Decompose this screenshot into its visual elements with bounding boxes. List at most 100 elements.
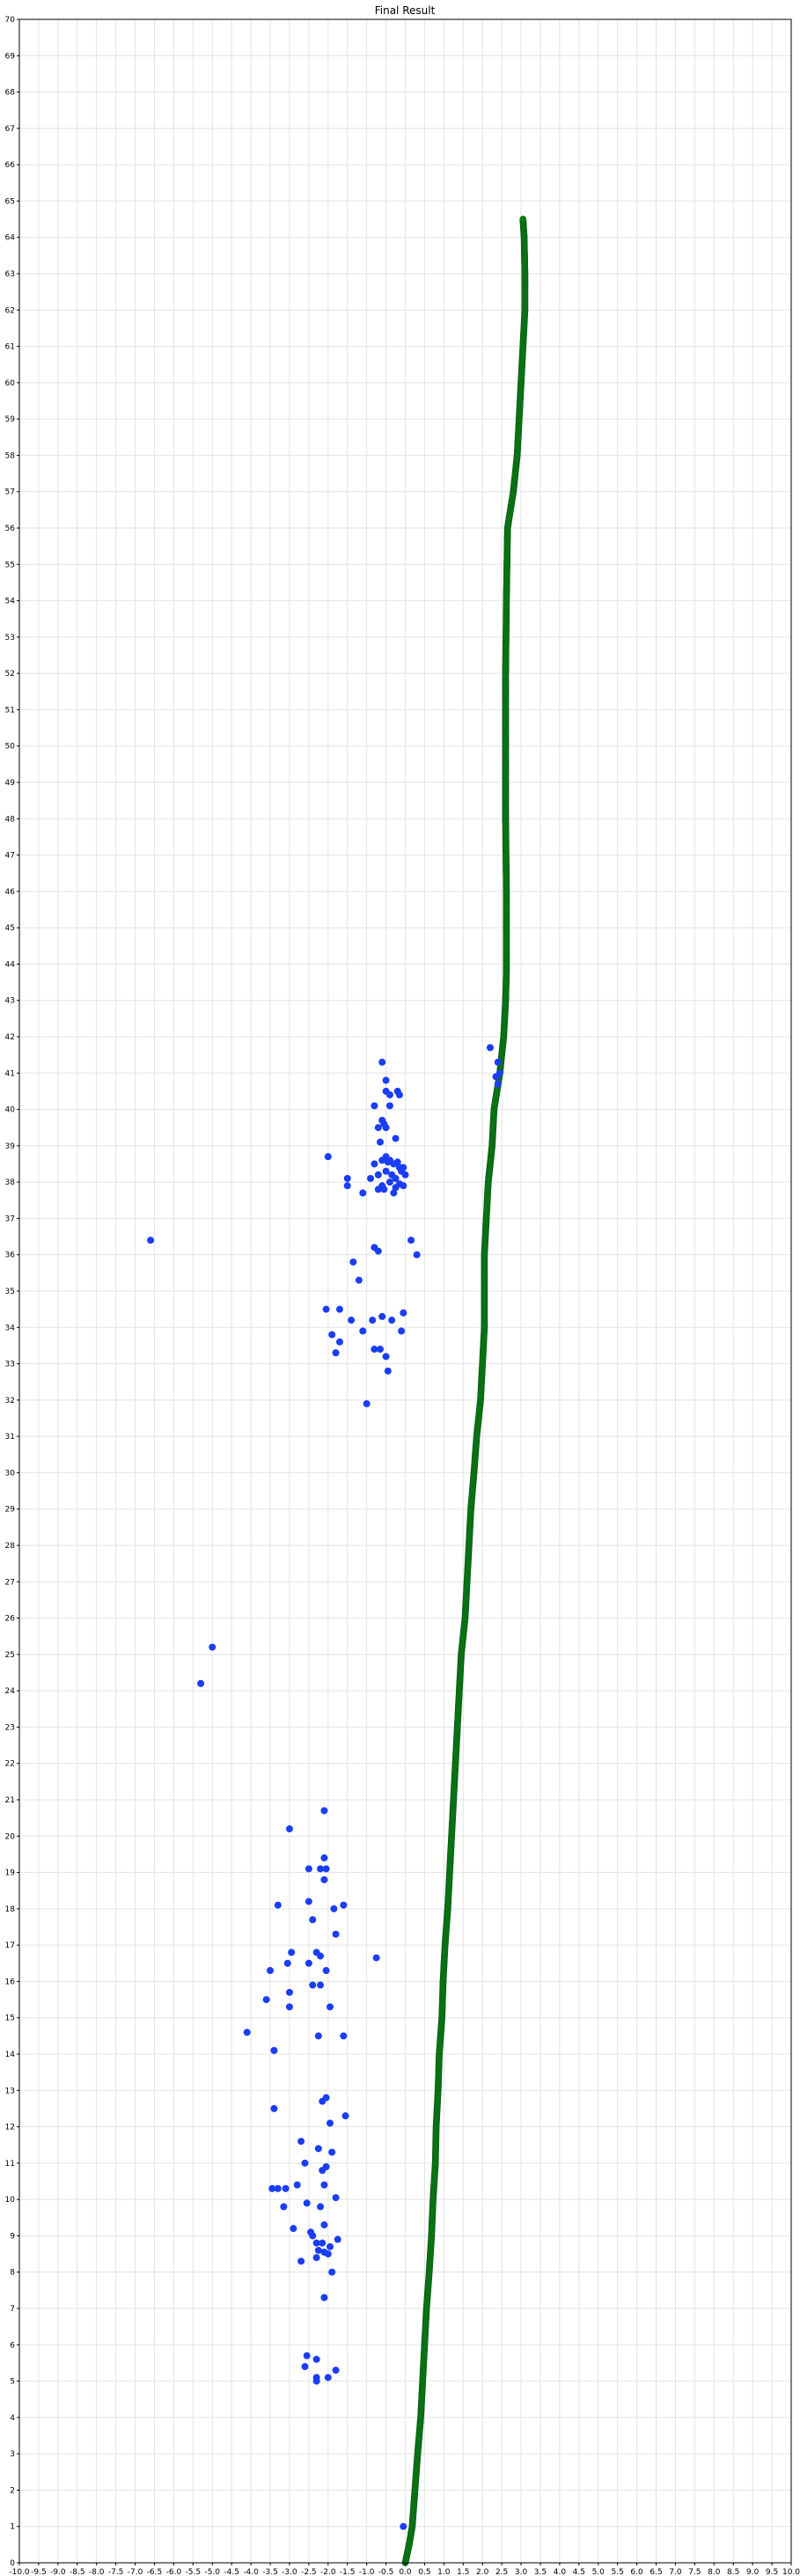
- scatter-point: [359, 1189, 367, 1197]
- x-tick-label: 2.0: [476, 2568, 489, 2576]
- scatter-point: [369, 1317, 377, 1325]
- scatter-point: [330, 1904, 338, 1912]
- scatter-point: [282, 2184, 290, 2192]
- y-tick-label: 39: [5, 1142, 16, 1151]
- y-tick-label: 58: [5, 451, 16, 460]
- x-tick-label: -6.0: [166, 2568, 182, 2576]
- scatter-point: [328, 2268, 336, 2276]
- scatter-point: [332, 2367, 340, 2374]
- scatter-point: [322, 1967, 330, 1975]
- data-layer: [147, 216, 529, 2566]
- scatter-point: [359, 1327, 367, 1335]
- y-tick-label: 14: [5, 2051, 16, 2059]
- chart-title: Final Result: [375, 4, 436, 17]
- y-tick-label: 6: [10, 2341, 15, 2350]
- x-tick-label: 9.5: [766, 2568, 778, 2576]
- scatter-point: [301, 2159, 309, 2167]
- scatter-point: [376, 1346, 384, 1354]
- scatter-point: [385, 1091, 393, 1099]
- scatter-point: [317, 1865, 325, 1873]
- scatter-point: [268, 2184, 276, 2192]
- scatter-point: [274, 1901, 282, 1909]
- y-tick-label: 5: [10, 2378, 15, 2387]
- scatter-point: [335, 1338, 343, 1346]
- scatter-point: [400, 1182, 407, 1190]
- x-tick-label: 5.0: [592, 2568, 606, 2576]
- scatter-point: [371, 1102, 378, 1110]
- x-tick-label: -3.5: [262, 2568, 278, 2576]
- scatter-point: [303, 2352, 311, 2359]
- scatter-point: [371, 1346, 378, 1354]
- scatter-point: [293, 2181, 301, 2189]
- y-tick-label: 54: [5, 598, 16, 606]
- y-tick-label: 24: [5, 1687, 16, 1696]
- y-tick-label: 33: [5, 1361, 15, 1369]
- y-tick-label: 9: [10, 2232, 15, 2241]
- scatter-point: [349, 1258, 357, 1266]
- scatter-point: [326, 2003, 334, 2011]
- scatter-point: [305, 1959, 312, 1967]
- scatter-point: [305, 1897, 312, 1905]
- y-tick-label: 40: [5, 1106, 16, 1115]
- scatter-point: [320, 1875, 328, 1883]
- scatter-point: [326, 2119, 334, 2127]
- y-tick-label: 44: [5, 960, 16, 969]
- y-tick-label: 38: [5, 1178, 16, 1187]
- y-tick-label: 35: [5, 1288, 15, 1296]
- scatter-point: [372, 1954, 380, 1962]
- scatter-point: [494, 1058, 502, 1066]
- scatter-point: [326, 2242, 334, 2250]
- scatter-point: [371, 1160, 378, 1168]
- scatter-point: [309, 1916, 317, 1924]
- x-tick-label: 6.0: [630, 2568, 643, 2576]
- scatter-point: [340, 1901, 348, 1909]
- scatter-point: [319, 2239, 327, 2247]
- scatter-point: [324, 2374, 332, 2382]
- scatter-point: [384, 1367, 392, 1375]
- y-tick-label: 1: [10, 2523, 15, 2532]
- scatter-point: [320, 2221, 328, 2229]
- y-tick-label: 8: [10, 2269, 15, 2278]
- scatter-point: [305, 1865, 312, 1873]
- x-tick-label: 0.0: [399, 2568, 412, 2576]
- x-tick-label: -3.0: [282, 2568, 297, 2576]
- scatter-point: [388, 1171, 396, 1178]
- y-tick-label: 62: [5, 306, 15, 315]
- x-tick-label: 1.0: [437, 2568, 451, 2576]
- y-tick-label: 51: [5, 706, 15, 715]
- scatter-point: [317, 1981, 325, 1989]
- x-tick-label: -0.5: [378, 2568, 394, 2576]
- scatter-point: [317, 1952, 325, 1960]
- scatter-point: [382, 1124, 390, 1132]
- y-tick-label: 70: [5, 16, 16, 25]
- y-tick-label: 34: [5, 1324, 16, 1332]
- x-tick-label: -2.0: [320, 2568, 336, 2576]
- scatter-point: [314, 2145, 322, 2153]
- scatter-point: [395, 1091, 403, 1099]
- y-tick-label: 26: [5, 1615, 16, 1624]
- x-tick-label: 1.5: [457, 2568, 469, 2576]
- x-tick-label: -8.5: [70, 2568, 85, 2576]
- y-tick-label: 18: [5, 1905, 16, 1914]
- scatter-point: [312, 2355, 320, 2363]
- scatter-point: [303, 2199, 311, 2207]
- y-tick-label: 61: [5, 343, 15, 352]
- y-tick-label: 49: [5, 779, 16, 788]
- y-tick-label: 69: [5, 52, 16, 61]
- scatter-point: [270, 2104, 278, 2112]
- scatter-point: [290, 2225, 297, 2233]
- scatter-point: [322, 1305, 330, 1313]
- scatter-point: [320, 2181, 328, 2189]
- x-tick-label: -5.0: [204, 2568, 220, 2576]
- x-tick-label: -7.5: [108, 2568, 124, 2576]
- x-tick-label: -9.0: [50, 2568, 66, 2576]
- scatter-point: [319, 2097, 327, 2105]
- y-tick-label: 65: [5, 197, 15, 206]
- scatter-point: [334, 2235, 341, 2243]
- y-tick-label: 7: [10, 2305, 15, 2314]
- scatter-point: [380, 1185, 388, 1193]
- scatter-point: [335, 1305, 343, 1313]
- scatter-point: [398, 1327, 406, 1335]
- y-tick-label: 28: [5, 1542, 16, 1551]
